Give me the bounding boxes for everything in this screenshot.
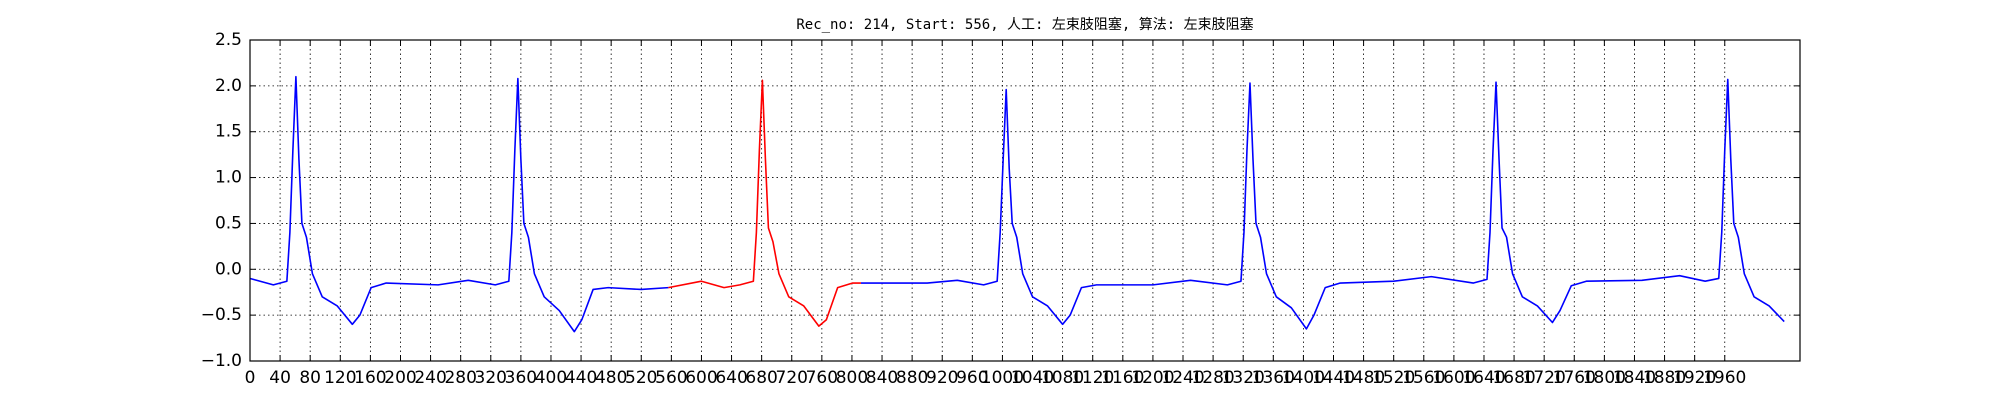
x-tick-label: 880 — [896, 368, 928, 388]
y-tick-label: 0.5 — [215, 213, 242, 233]
x-tick-label: 400 — [535, 368, 567, 388]
x-tick-label: 40 — [269, 368, 291, 388]
x-tick-label: 1480 — [1342, 368, 1385, 388]
x-tick-label: 600 — [685, 368, 717, 388]
x-tick-label: 1640 — [1462, 368, 1505, 388]
x-tick-label: 1560 — [1402, 368, 1445, 388]
x-tick-label: 240 — [414, 368, 446, 388]
x-tick-label: 960 — [956, 368, 988, 388]
x-tick-label: 1760 — [1553, 368, 1596, 388]
plot-frame — [249, 39, 1801, 362]
x-tick-label: 440 — [565, 368, 597, 388]
x-tick-label: 760 — [806, 368, 838, 388]
x-tick-label: 280 — [444, 368, 476, 388]
x-tick-label: 640 — [715, 368, 747, 388]
x-tick-label: 160 — [354, 368, 386, 388]
y-tick-label: −1.0 — [201, 351, 242, 371]
x-tick-label: 1200 — [1131, 368, 1174, 388]
x-tick-label: 720 — [776, 368, 808, 388]
x-tick-label: 800 — [836, 368, 868, 388]
y-tick-label: 2.0 — [215, 76, 242, 96]
x-tick-label: 1320 — [1222, 368, 1265, 388]
x-tick-label: 1800 — [1583, 368, 1626, 388]
chart-title: Rec_no: 214, Start: 556, 人工: 左束肢阻塞, 算法: … — [796, 16, 1253, 33]
x-tick-label: 680 — [745, 368, 777, 388]
ecg-line — [249, 75, 1785, 333]
x-tick-label: 1240 — [1161, 368, 1204, 388]
x-tick-label: 320 — [475, 368, 507, 388]
x-tick-label: 480 — [595, 368, 627, 388]
x-tick-label: 1840 — [1613, 368, 1656, 388]
x-tick-label: 200 — [384, 368, 416, 388]
x-tick-label: 1160 — [1101, 368, 1144, 388]
x-tick-label: 120 — [324, 368, 356, 388]
x-tick-label: 1040 — [1011, 368, 1054, 388]
ecg-line — [668, 79, 861, 327]
y-tick-label: −0.5 — [201, 305, 242, 325]
x-tick-label: 520 — [625, 368, 657, 388]
x-tick-label: 1880 — [1643, 368, 1686, 388]
x-tick-label: 1920 — [1673, 368, 1716, 388]
x-tick-label: 1080 — [1041, 368, 1084, 388]
x-tick-label: 1280 — [1191, 368, 1234, 388]
x-tick-label: 840 — [866, 368, 898, 388]
x-tick-label: 80 — [299, 368, 321, 388]
x-tick-label: 1680 — [1492, 368, 1535, 388]
x-tick-label: 920 — [926, 368, 958, 388]
x-tick-label: 1960 — [1703, 368, 1746, 388]
x-tick-label: 560 — [655, 368, 687, 388]
x-tick-label: 1440 — [1312, 368, 1355, 388]
x-tick-label: 1520 — [1372, 368, 1415, 388]
x-tick-label: 1120 — [1071, 368, 1114, 388]
x-tick-label: 1600 — [1432, 368, 1475, 388]
y-tick-label: 0.0 — [215, 259, 242, 279]
x-tick-label: 360 — [505, 368, 537, 388]
y-tick-label: 1.0 — [215, 168, 242, 188]
x-tick-label: 0 — [245, 368, 256, 388]
y-tick-label: 1.5 — [215, 122, 242, 142]
x-tick-label: 1000 — [981, 368, 1024, 388]
y-tick-label: 2.5 — [215, 30, 242, 50]
x-tick-label: 1360 — [1252, 368, 1295, 388]
x-tick-label: 1720 — [1523, 368, 1566, 388]
x-tick-label: 1400 — [1282, 368, 1325, 388]
